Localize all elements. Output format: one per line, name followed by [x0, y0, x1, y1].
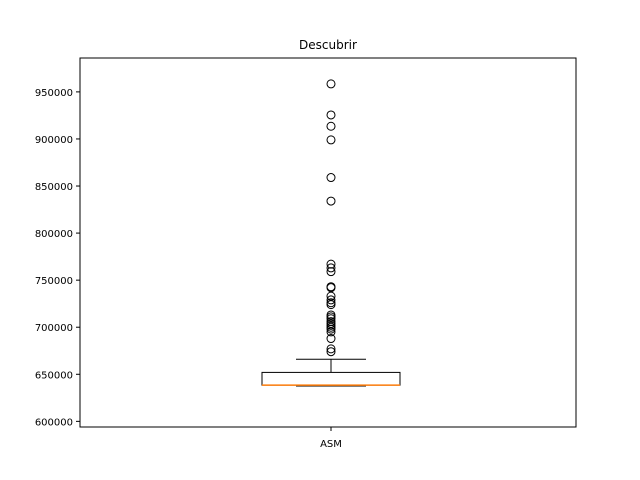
x-axis: ASM: [320, 427, 342, 450]
y-tick-label: 850000: [35, 182, 73, 193]
outlier-point: [326, 324, 336, 334]
outlier-point: [326, 334, 336, 344]
outlier-point: [326, 79, 336, 89]
outlier-point: [326, 295, 336, 305]
y-tick-label: 950000: [35, 88, 73, 99]
outlier-point: [326, 121, 336, 131]
outlier-point: [326, 267, 336, 277]
outlier-point: [326, 173, 336, 183]
outlier-point: [326, 263, 336, 273]
y-tick-label: 600000: [35, 417, 73, 428]
outlier-point: [326, 110, 336, 120]
outlier-point: [326, 300, 336, 310]
y-tick-label: 650000: [35, 370, 73, 381]
chart-title: Descubrir: [299, 38, 357, 52]
outlier-point: [326, 347, 336, 357]
outlier-point: [326, 196, 336, 206]
outlier-point: [326, 327, 336, 337]
plot-area: [79, 57, 577, 428]
y-axis: 600000 650000 700000 750000 800000 850000 9000…: [35, 88, 80, 428]
outlier-group: [326, 79, 336, 357]
y-tick-label: 800000: [35, 229, 73, 240]
y-tick-label: 750000: [35, 276, 73, 287]
outlier-point: [326, 135, 336, 145]
x-tick-label: ASM: [320, 439, 342, 450]
y-tick-label: 700000: [35, 323, 73, 334]
outlier-point: [326, 344, 336, 354]
box-group: [261, 358, 401, 387]
y-tick-label: 900000: [35, 135, 73, 146]
